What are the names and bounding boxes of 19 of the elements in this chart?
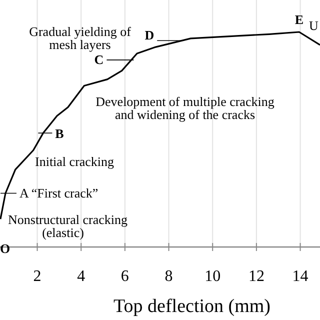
annotation: U — [309, 18, 319, 33]
annotation: D — [144, 28, 154, 43]
annotation: A “First crack” — [19, 185, 98, 200]
x-tick-label: 6 — [120, 268, 129, 285]
annotation: Gradual yielding of mesh layers — [29, 24, 132, 52]
annotation: Nonstructural cracking (elastic) — [8, 212, 128, 240]
x-tick-label: 14 — [292, 268, 308, 285]
x-tick-label: 4 — [77, 268, 86, 285]
annotation: Development of multiple cracking and widening of the cracks — [96, 94, 275, 122]
x-tick-label: 8 — [164, 268, 173, 285]
x-tick-label: 10 — [204, 268, 221, 285]
annotation: C — [94, 52, 104, 67]
annotation: Initial cracking — [35, 154, 115, 169]
x-tick-label: 12 — [248, 268, 264, 285]
x-tick-label: 2 — [33, 268, 42, 285]
annotation: B — [55, 126, 64, 142]
x-axis-title: Top deflection (mm) — [114, 296, 270, 317]
annotation: O — [0, 241, 10, 256]
annotation: E — [294, 12, 304, 27]
